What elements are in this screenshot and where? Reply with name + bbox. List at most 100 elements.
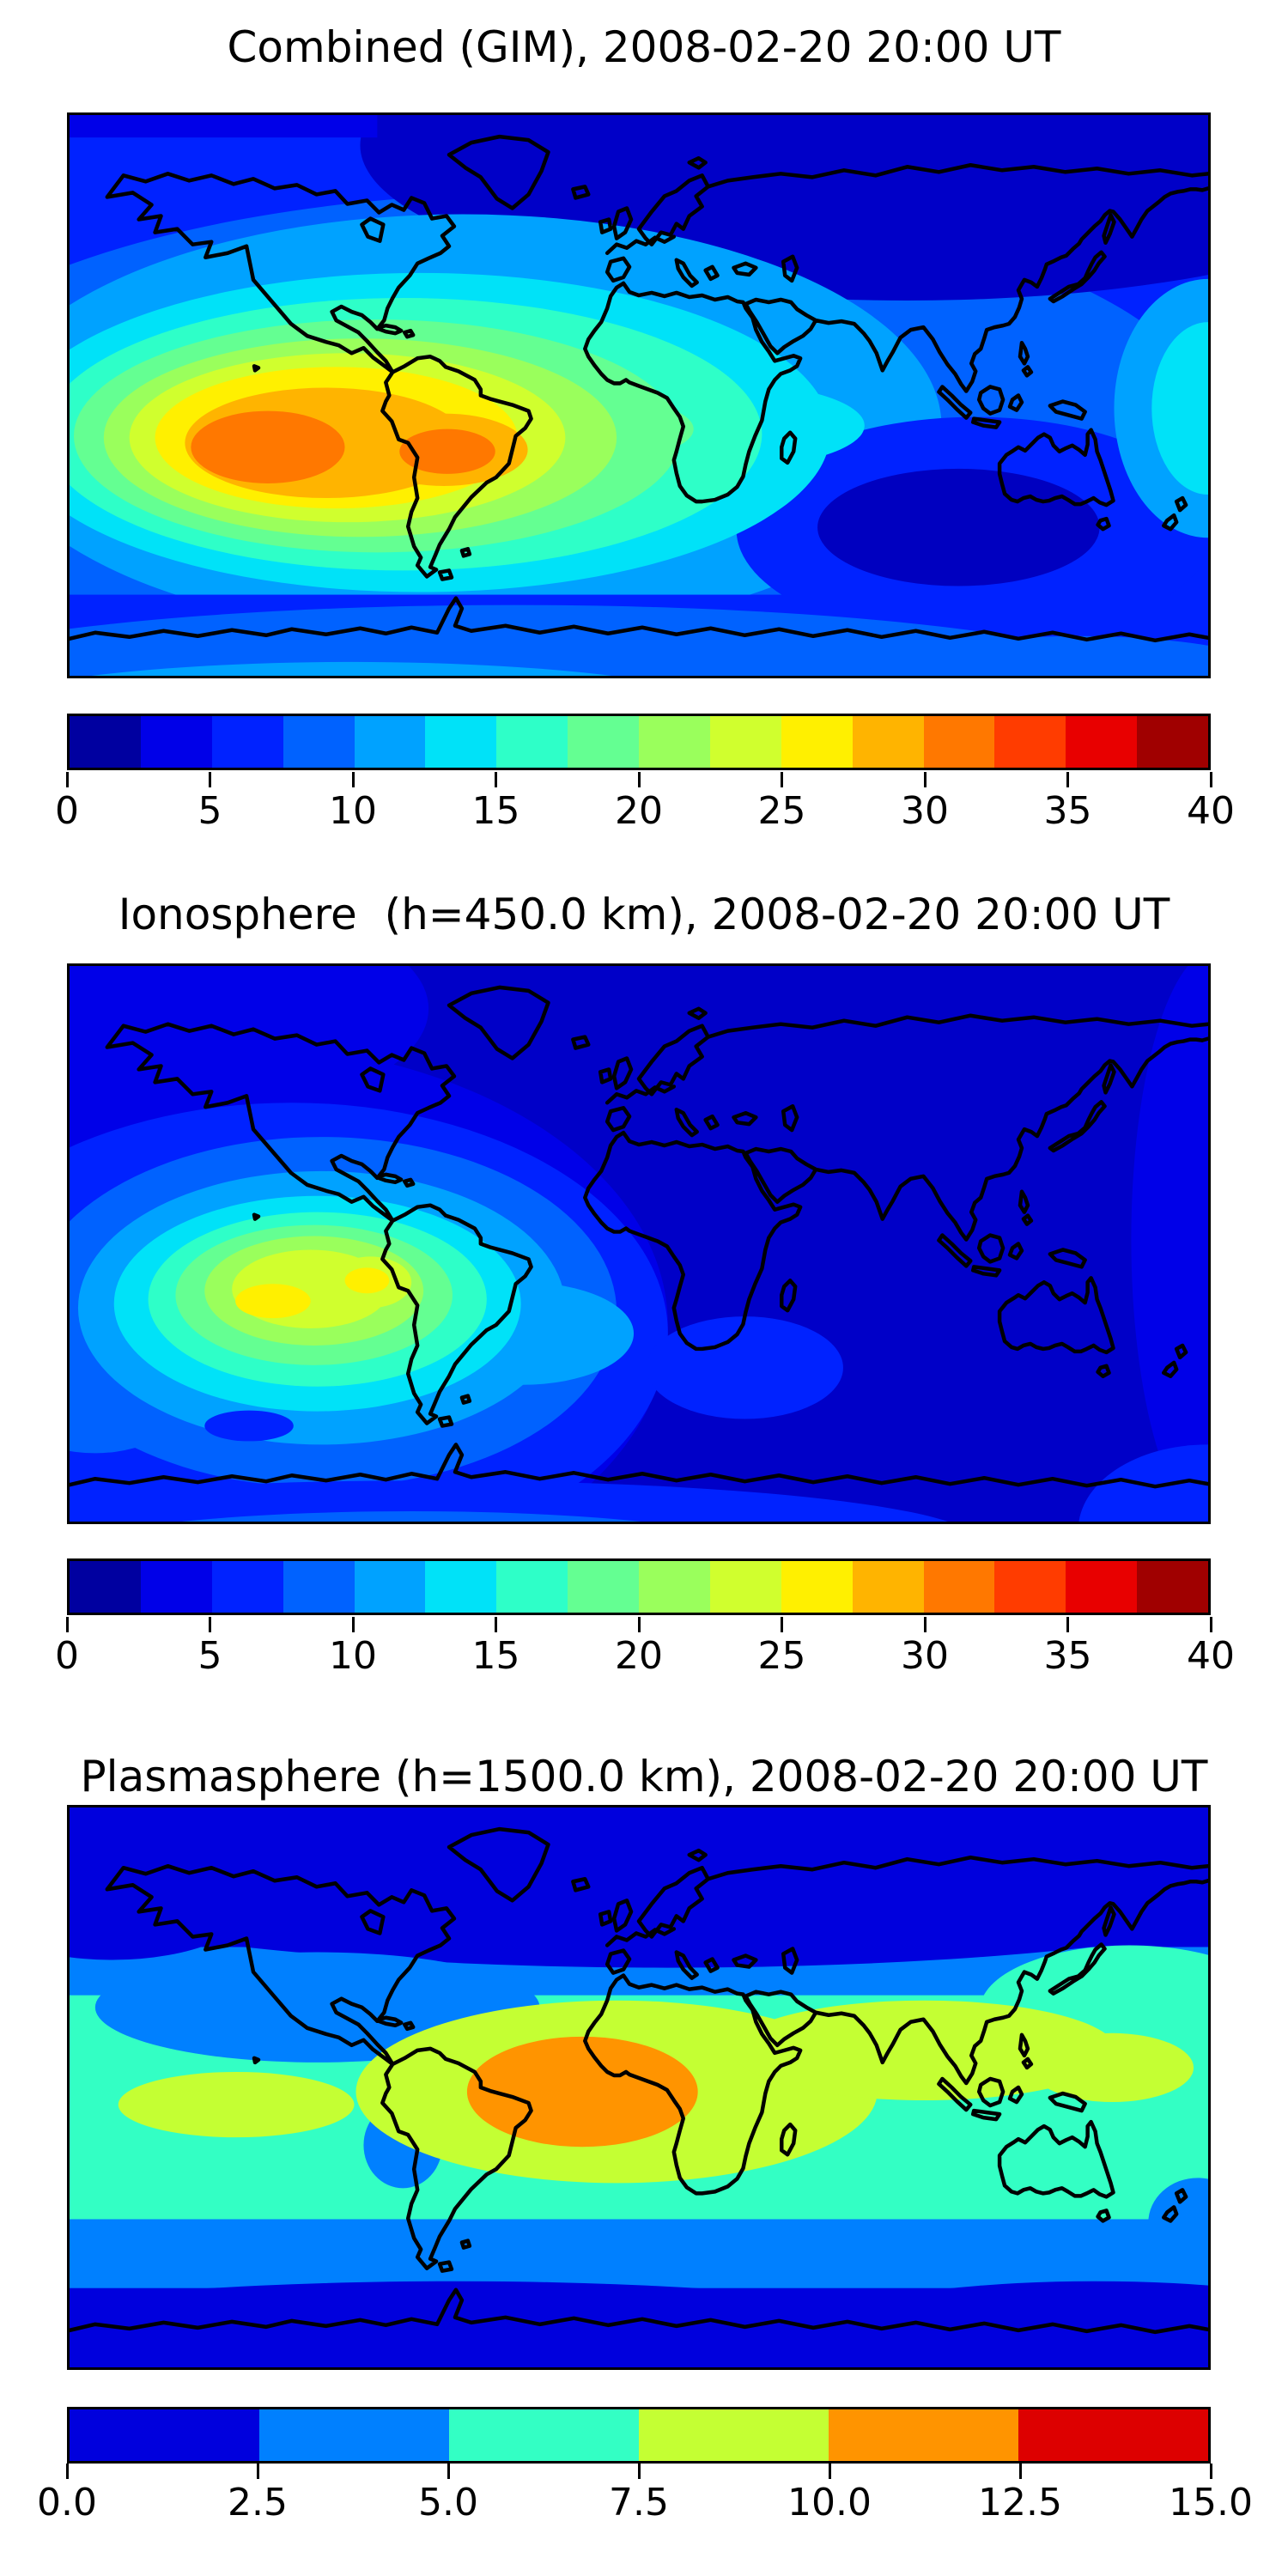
colorbar-tick-label: 15 (471, 789, 520, 833)
colorbar-tick-label: 25 (757, 1634, 806, 1678)
colorbar-segment (1137, 1561, 1208, 1613)
contour-band (700, 2281, 1208, 2367)
colorbar-tick-label: 5 (197, 789, 222, 833)
colorbar-segment (568, 716, 639, 768)
colorbar-segment (354, 716, 426, 768)
colorbar-tick (1066, 1617, 1069, 1632)
colorbar-segment (781, 1561, 853, 1613)
colorbar-tick-label: 15.0 (1169, 2481, 1253, 2524)
colorbar-tick (495, 772, 497, 787)
contour-band (182, 1511, 641, 1522)
colorbar-tick (1209, 2464, 1212, 2479)
contour-band (118, 2071, 355, 2138)
colorbar-tick-label: 30 (901, 789, 949, 833)
colorbar-segment (140, 716, 212, 768)
ionosphere-tec-map (67, 963, 1211, 1524)
colorbar-axis: 0 5 10 15 20 25 30 35 40 (55, 772, 1235, 849)
contour-band (70, 115, 378, 138)
contour-band (70, 605, 1162, 676)
colorbar-segment (70, 716, 141, 768)
contour-band (235, 1284, 311, 1319)
colorbar-segment (781, 716, 853, 768)
colorbar-tick (351, 772, 355, 787)
colorbar-tick-label: 10 (329, 789, 377, 833)
contour-band (204, 1410, 294, 1442)
colorbar-tick (828, 2464, 831, 2479)
colorbar-tick-label: 5.0 (418, 2481, 478, 2524)
contour-band (1030, 2032, 1194, 2103)
colorbar-segment (1018, 2409, 1208, 2461)
colorbar-tick-label: 25 (757, 789, 806, 833)
colorbar-tick (495, 1617, 497, 1632)
contour-band (646, 1316, 843, 1419)
colorbar-tick (781, 772, 783, 787)
colorbar-tick-label: 20 (615, 1634, 663, 1678)
contour-band (817, 468, 1100, 586)
colorbar-segment (639, 716, 710, 768)
plasmasphere-tec-map (67, 1805, 1211, 2370)
contour-fill-layer (70, 115, 1208, 676)
contour-band (70, 1480, 948, 1522)
colorbar-tick-label: 30 (901, 1634, 949, 1678)
panel-title: Combined (GIM), 2008-02-20 20:00 UT (227, 22, 1061, 72)
contour-band (399, 428, 495, 474)
colorbar-segment (354, 1561, 426, 1613)
contour-map-canvas (70, 966, 1208, 1522)
colorbar (67, 714, 1211, 770)
colorbar-segment (568, 1561, 639, 1613)
contour-band (344, 1267, 390, 1294)
contour-band (91, 661, 612, 676)
colorbar-segment (425, 1561, 497, 1613)
colorbar-segment (994, 716, 1066, 768)
contour-band (732, 2000, 1117, 2101)
colorbar-tick (65, 772, 69, 787)
colorbar-segment (709, 716, 781, 768)
colorbar-segment (425, 716, 497, 768)
contour-band (191, 410, 345, 483)
colorbar-segment (1066, 716, 1138, 768)
colorbar-segment (709, 1561, 781, 1613)
colorbar-tick (256, 2464, 259, 2479)
colorbar-tick-label: 20 (615, 789, 663, 833)
colorbar-tick (65, 2464, 69, 2479)
colorbar-tick (1018, 2464, 1022, 2479)
colorbar-tick (637, 772, 641, 787)
contour-map-canvas (70, 115, 1208, 676)
colorbar-tick (1066, 772, 1069, 787)
colorbar-tick (65, 1617, 69, 1632)
colorbar-tick (209, 772, 211, 787)
colorbar-segment (259, 2409, 449, 2461)
colorbar-segment (852, 716, 924, 768)
colorbar-segment (283, 716, 355, 768)
colorbar-tick (781, 1617, 783, 1632)
colorbar-tick-label: 0 (55, 789, 79, 833)
colorbar-segment (1066, 1561, 1138, 1613)
colorbar-tick-label: 40 (1187, 1634, 1235, 1678)
colorbar-tick (209, 1617, 211, 1632)
colorbar-segment (923, 716, 995, 768)
panel-title: Plasmasphere (h=1500.0 km), 2008-02-20 2… (80, 1752, 1208, 1801)
contour-band (1151, 322, 1208, 495)
colorbar-segment (1137, 716, 1208, 768)
colorbar-axis: 0.0 2.5 5.0 7.5 10.0 12.5 15.0 (37, 2464, 1253, 2541)
contour-band (70, 1807, 1208, 1968)
colorbar-tick-label: 15 (471, 1634, 520, 1678)
colorbar-tick-label: 7.5 (609, 2481, 669, 2524)
colorbar-tick-label: 35 (1043, 1634, 1092, 1678)
colorbar-tick (1209, 772, 1212, 787)
colorbar-tick (637, 1617, 641, 1632)
panel-title: Ionosphere (h=450.0 km), 2008-02-20 20:0… (118, 890, 1170, 939)
colorbar-tick (447, 2464, 450, 2479)
colorbar-tick (1209, 1617, 1212, 1632)
colorbar-segment (496, 1561, 568, 1613)
colorbar-tick (923, 1617, 927, 1632)
colorbar-segment (923, 1561, 995, 1613)
colorbar-segment (211, 716, 283, 768)
colorbar-tick-label: 12.5 (978, 2481, 1062, 2524)
colorbar-segment (70, 1561, 141, 1613)
combined-tec-map (67, 112, 1211, 678)
colorbar-segment (283, 1561, 355, 1613)
colorbar-tick (923, 772, 927, 787)
contour-fill-layer (70, 966, 1208, 1522)
colorbar-tick-label: 5 (197, 1634, 222, 1678)
